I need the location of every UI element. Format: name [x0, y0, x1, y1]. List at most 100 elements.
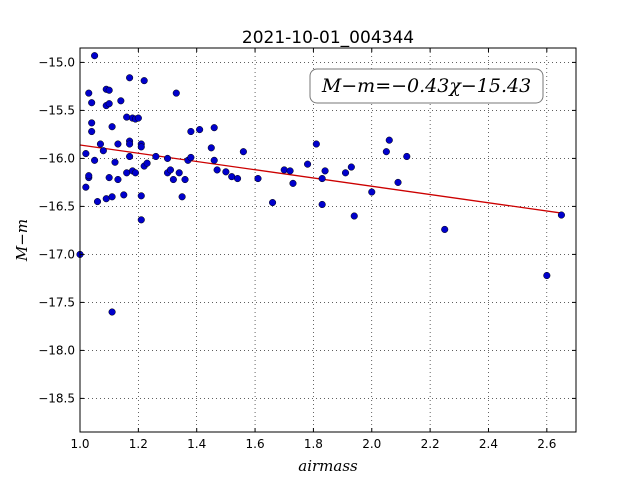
data-point: [131, 169, 139, 177]
data-point: [394, 178, 402, 186]
data-point: [557, 211, 565, 219]
data-point: [166, 166, 174, 174]
data-point: [137, 192, 145, 200]
x-tick-label: 1.6: [246, 437, 265, 451]
data-point: [318, 200, 326, 209]
data-point: [134, 114, 142, 122]
data-point: [350, 212, 358, 220]
data-point: [126, 152, 134, 161]
axis-ticks: 1.0 1.2 1.4 1.6 1.8 2.0 2.2 2.4 2.6 −15.0 −15.5 −16…: [38, 48, 576, 451]
data-point: [321, 167, 329, 175]
data-point: [318, 175, 326, 183]
x-tick-label: 1.4: [187, 437, 206, 451]
data-point: [210, 124, 218, 132]
data-point: [120, 191, 128, 199]
data-point: [137, 216, 145, 224]
data-point: [196, 126, 204, 134]
data-point: [126, 140, 134, 148]
plot-frame: [79, 47, 577, 433]
x-tick-label: 2.0: [362, 437, 381, 451]
data-point: [210, 156, 218, 164]
data-point: [137, 143, 145, 151]
data-point: [82, 183, 90, 191]
data-point: [93, 198, 102, 206]
data-point: [181, 175, 189, 184]
y-tick-label: −17.0: [38, 247, 75, 261]
data-point: [82, 150, 90, 158]
data-point: [213, 166, 221, 174]
x-tick-label: 1.2: [129, 437, 148, 451]
x-tick-label: 2.6: [537, 437, 556, 451]
data-point: [163, 154, 172, 162]
data-point: [289, 179, 297, 187]
data-point: [239, 148, 247, 156]
data-point: [543, 271, 551, 280]
data-point: [114, 140, 122, 148]
data-point: [123, 113, 131, 121]
data-point: [108, 123, 116, 131]
data-point: [341, 169, 350, 177]
data-point: [99, 147, 107, 155]
y-tick-label: −16.5: [38, 199, 75, 213]
data-point: [96, 140, 104, 148]
data-point: [403, 152, 411, 161]
data-point: [347, 163, 355, 171]
data-point: [108, 193, 116, 201]
fit-equation-box: [309, 68, 544, 104]
data-point: [85, 172, 93, 180]
data-points: [76, 52, 565, 316]
data-point: [441, 225, 449, 233]
y-tick-label: −15.5: [38, 103, 75, 117]
data-point: [105, 174, 113, 182]
data-point: [187, 153, 195, 161]
data-point: [280, 166, 288, 174]
data-point: [140, 77, 148, 85]
data-point: [105, 86, 113, 94]
data-point: [385, 136, 393, 144]
x-axis-label: airmass: [298, 457, 358, 475]
y-tick-label: −16.0: [38, 151, 75, 165]
data-point: [85, 89, 93, 97]
data-point: [91, 52, 99, 60]
data-point: [178, 193, 186, 201]
y-tick-label: −18.5: [38, 391, 75, 405]
data-point: [286, 167, 294, 175]
data-point: [108, 308, 116, 316]
data-point: [222, 168, 230, 176]
data-point: [88, 119, 96, 127]
y-tick-label: −18.0: [38, 343, 75, 357]
data-point: [88, 99, 96, 107]
y-tick-label: −15.0: [38, 55, 75, 69]
data-point: [382, 148, 390, 156]
data-point: [254, 175, 262, 183]
x-tick-label: 1.8: [304, 437, 323, 451]
data-point: [152, 152, 160, 161]
data-point: [269, 199, 277, 207]
data-point: [114, 175, 122, 184]
data-point: [143, 159, 151, 167]
chart-title: 2021-10-01_004344: [242, 28, 414, 48]
data-point: [117, 97, 125, 105]
y-axis-label: M−m: [13, 219, 31, 262]
data-point: [88, 127, 96, 136]
data-point: [126, 74, 134, 82]
x-tick-label: 2.4: [479, 437, 498, 451]
y-tick-label: −17.5: [38, 295, 75, 309]
data-point: [105, 100, 113, 108]
x-tick-label: 2.2: [421, 437, 440, 451]
fit-equation: M−m=−0.43χ−15.43: [321, 75, 531, 97]
data-point: [111, 158, 119, 166]
grid: [79, 48, 576, 432]
data-point: [169, 175, 177, 184]
data-point: [368, 188, 376, 196]
x-tick-label: 1.0: [70, 437, 89, 451]
data-point: [91, 156, 99, 164]
data-point: [234, 175, 242, 183]
data-point: [175, 169, 183, 177]
data-point: [187, 127, 195, 136]
data-point: [207, 144, 215, 152]
data-point: [172, 89, 180, 97]
data-point: [312, 140, 320, 148]
data-point: [304, 160, 312, 168]
